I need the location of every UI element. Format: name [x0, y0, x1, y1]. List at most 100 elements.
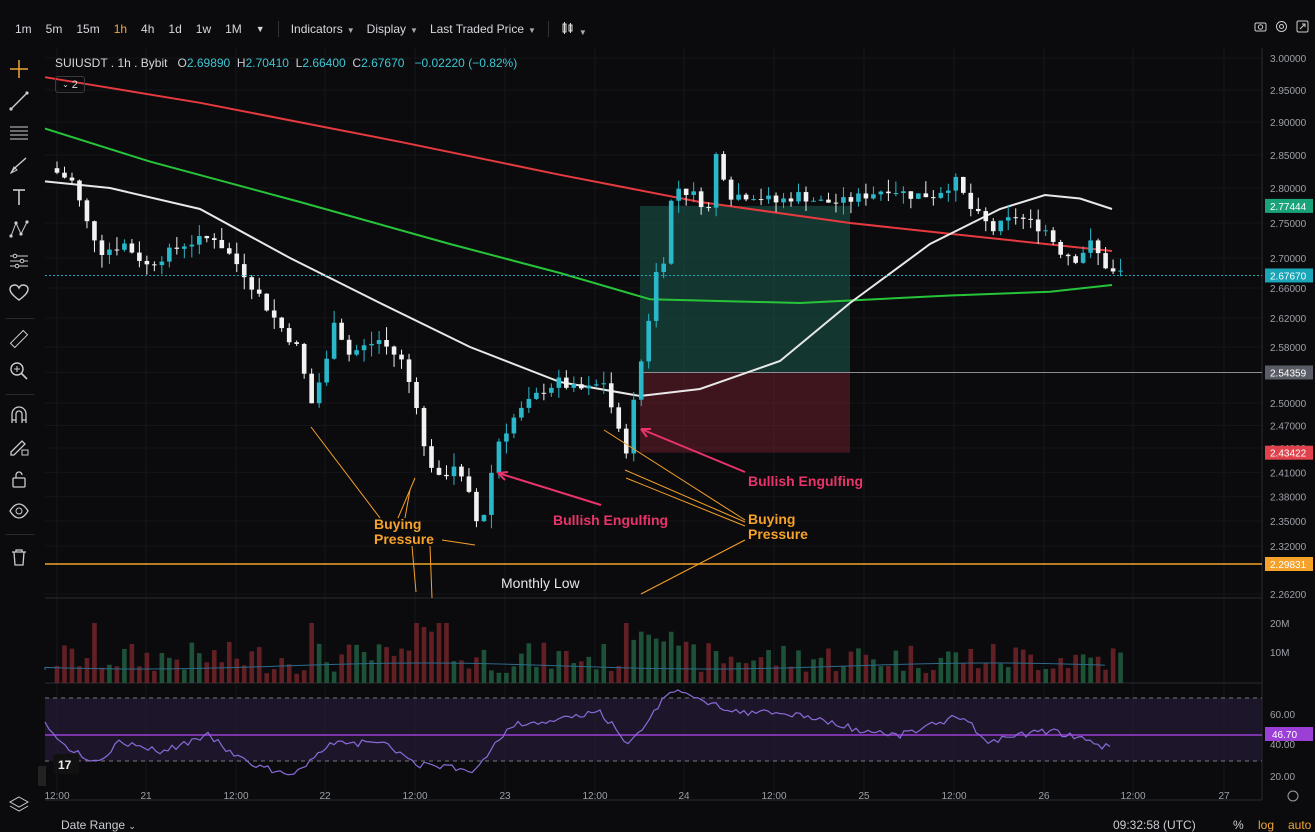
high-label: H: [236, 56, 246, 70]
auto-scale-button[interactable]: auto: [1288, 818, 1312, 832]
candle-body: [534, 392, 539, 399]
volume-bar: [264, 673, 270, 683]
timeframe-1m[interactable]: 1m: [15, 22, 32, 36]
volume-bar: [62, 645, 67, 683]
price-mode-menu[interactable]: Last Traded Price ▼: [424, 22, 542, 36]
time-tick-label: 25: [858, 791, 870, 802]
pencil-lock-icon[interactable]: [8, 436, 30, 458]
volume-bar: [990, 644, 996, 683]
candle-body: [803, 192, 809, 202]
annotation-bullish-engulfing-1: Bullish Engulfing: [748, 473, 864, 489]
trend-line-icon[interactable]: [8, 90, 30, 112]
volume-bar: [1118, 652, 1123, 683]
eye-icon[interactable]: [8, 500, 30, 522]
candle-body: [1058, 241, 1063, 255]
candle-body: [167, 247, 172, 262]
volume-bar: [436, 623, 442, 683]
volume-bar: [219, 662, 225, 683]
log-scale-button[interactable]: log: [1258, 818, 1275, 832]
candle-body: [826, 199, 831, 203]
percent-scale-button[interactable]: %: [1233, 818, 1244, 832]
volume-bar: [137, 666, 142, 683]
zoom-in-icon[interactable]: [8, 360, 30, 382]
symbol-label[interactable]: SUIUSDT . 1h . Bybit: [55, 56, 168, 70]
volume-bar: [301, 670, 307, 683]
candle-body: [414, 381, 419, 409]
price-badge: [1265, 557, 1313, 571]
candle-body: [556, 377, 562, 388]
candle-body: [496, 441, 502, 473]
utc-clock[interactable]: 09:32:58 (UTC): [1113, 818, 1196, 832]
arrow-buying-pressure: [404, 489, 411, 519]
tradingview-logo-text: 17: [58, 758, 72, 772]
candle-body: [579, 384, 584, 389]
volume-bar: [444, 623, 449, 683]
timeframe-1M[interactable]: 1M: [225, 22, 242, 36]
volume-bar: [1088, 657, 1093, 683]
ruler-icon[interactable]: [8, 328, 30, 350]
layers-icon[interactable]: [8, 794, 30, 816]
horizontal-lines-icon[interactable]: [8, 122, 30, 144]
candle-body: [354, 350, 359, 355]
candle-body: [728, 179, 734, 200]
date-range-button[interactable]: Date Range ⌄: [61, 818, 136, 832]
candle-body: [69, 177, 75, 181]
settings-icon[interactable]: [1275, 20, 1288, 33]
candle-body: [713, 154, 719, 208]
price-badge-label: 2.54359: [1270, 368, 1307, 379]
volume-bar: [429, 631, 434, 683]
camera-icon[interactable]: [1254, 20, 1267, 33]
timeframe-15m[interactable]: 15m: [76, 22, 100, 36]
brush-icon[interactable]: [8, 154, 30, 176]
display-menu[interactable]: Display ▼: [361, 22, 424, 36]
high-value: 2.70410: [245, 56, 289, 70]
candle-body: [429, 446, 434, 468]
candle-body: [331, 322, 337, 359]
volume-bar: [683, 641, 689, 683]
arrow-buying-pressure: [429, 545, 433, 599]
rsi-band: [45, 698, 1262, 761]
timeframe-dropdown-icon[interactable]: ▼: [255, 24, 265, 34]
annotation-buying-pressure-2: Buying Pressure: [748, 512, 808, 542]
candle-body: [571, 384, 577, 388]
rsi-tick-label: 60.00: [1270, 710, 1295, 721]
close-value: 2.67670: [361, 56, 405, 70]
volume-bar: [653, 638, 659, 683]
chart-type-menu[interactable]: ▼: [555, 21, 593, 38]
candle-body: [848, 197, 854, 202]
lock-icon[interactable]: [8, 468, 30, 490]
timeframe-1w[interactable]: 1w: [195, 22, 212, 36]
candle-body: [968, 192, 974, 209]
candle-body: [294, 342, 299, 344]
heart-icon[interactable]: [8, 282, 30, 304]
volume-bar: [189, 642, 195, 683]
volume-bar: [983, 662, 989, 683]
candle-body: [519, 407, 524, 418]
trash-icon[interactable]: [8, 546, 30, 568]
volume-bar: [878, 666, 884, 683]
price-badge-label: 2.43422: [1270, 449, 1307, 460]
volume-bar: [451, 661, 457, 683]
fullscreen-icon[interactable]: [1296, 20, 1309, 33]
text-icon[interactable]: [8, 186, 30, 208]
indicators-menu[interactable]: Indicators ▼: [285, 22, 361, 36]
crosshair-icon[interactable]: [8, 58, 30, 80]
volume-bar: [579, 661, 584, 683]
reference-lines: [45, 274, 1262, 565]
timeframe-4h[interactable]: 4h: [141, 22, 155, 36]
magnet-icon[interactable]: [8, 404, 30, 426]
volume-bar: [893, 650, 899, 683]
timeframe-1h[interactable]: 1h: [113, 22, 128, 36]
time-tick-label: 12:00: [761, 791, 786, 802]
indicator-collapse-button[interactable]: ⌄ 2: [55, 76, 85, 93]
timeframe-1d[interactable]: 1d: [168, 22, 182, 36]
volume-bar: [1035, 670, 1041, 683]
sliders-icon[interactable]: [8, 250, 30, 272]
open-label: O: [177, 56, 187, 70]
pattern-icon[interactable]: [8, 218, 30, 240]
volume-bar: [234, 658, 240, 683]
volume-bar: [736, 662, 741, 683]
ma-200-line: [44, 76, 1113, 252]
timeframe-5m[interactable]: 5m: [45, 22, 63, 36]
